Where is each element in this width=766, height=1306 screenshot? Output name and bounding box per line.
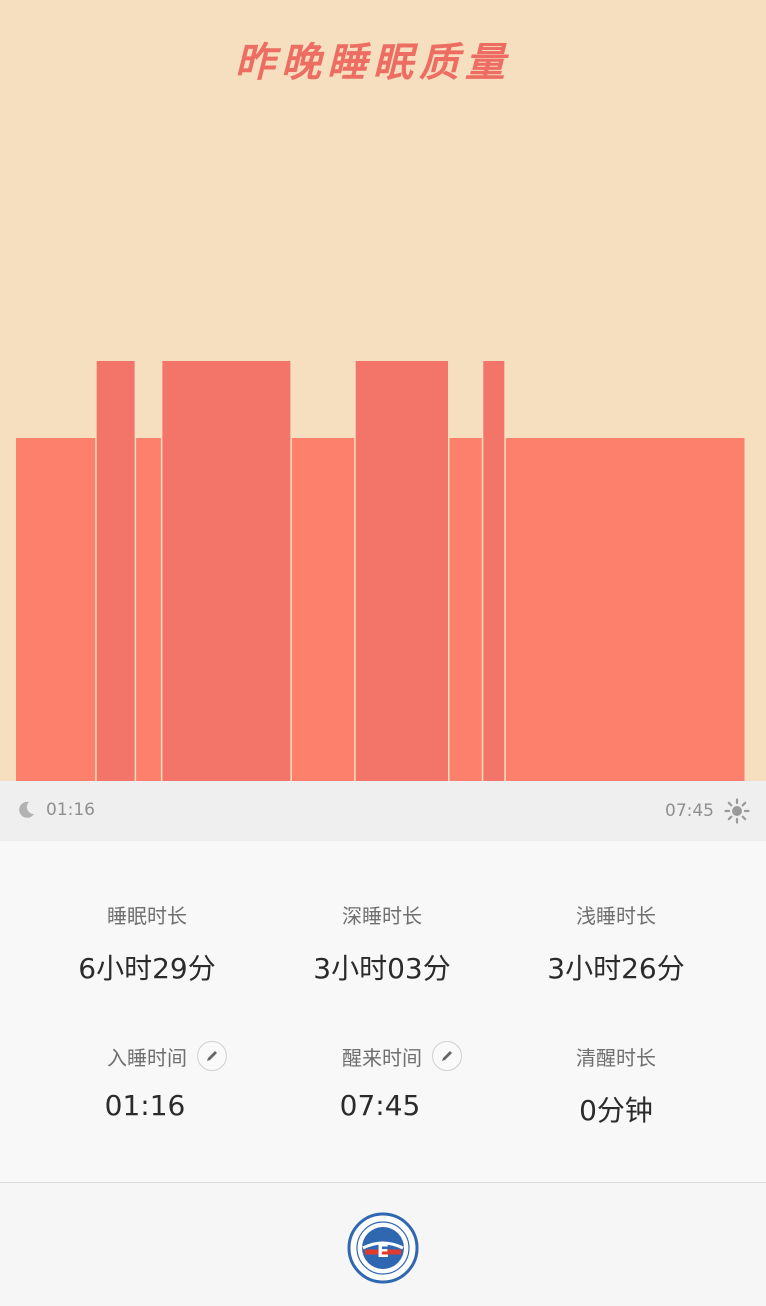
deep-sleep-bar bbox=[162, 361, 291, 781]
stat-deep-sleep: 深睡时长 3小时03分 bbox=[265, 899, 499, 987]
pencil-icon bbox=[207, 1051, 217, 1061]
chart-area: 昨晚睡眠质量 bbox=[0, 0, 766, 781]
stat-value: 07:45 bbox=[339, 1089, 421, 1122]
stat-label: 深睡时长 bbox=[342, 903, 422, 928]
light-sleep-bar bbox=[16, 438, 96, 781]
time-axis-bar: 01:16 07:45 bbox=[0, 781, 766, 841]
end-time-label: 07:45 bbox=[665, 801, 714, 821]
sun-icon bbox=[724, 798, 750, 824]
stat-label: 清醒时长 bbox=[576, 1045, 656, 1070]
stat-label: 醒来时间 bbox=[342, 1045, 422, 1070]
stat-value: 6小时29分 bbox=[78, 952, 216, 985]
sleep-stats-panel: 睡眠时长 6小时29分 深睡时长 3小时03分 浅睡时长 3小时26分 入睡时间… bbox=[0, 841, 766, 1182]
stat-value: 3小时26分 bbox=[547, 952, 685, 985]
moon-icon bbox=[19, 801, 34, 818]
stat-total-sleep: 睡眠时长 6小时29分 bbox=[30, 899, 264, 987]
stat-label: 入睡时间 bbox=[107, 1045, 187, 1070]
start-time-label: 01:16 bbox=[46, 800, 95, 820]
sleep-stage-chart bbox=[16, 361, 745, 781]
deep-sleep-bar bbox=[483, 361, 505, 781]
stat-sleep-time: 入睡时间 01:16 bbox=[50, 1041, 284, 1122]
light-sleep-bar bbox=[136, 438, 161, 781]
stat-value: 01:16 bbox=[104, 1089, 186, 1122]
university-logo: E bbox=[347, 1212, 419, 1284]
stat-value: 3小时03分 bbox=[313, 952, 451, 985]
stat-light-sleep: 浅睡时长 3小时26分 bbox=[499, 899, 733, 987]
stat-wake-time: 醒来时间 07:45 bbox=[285, 1041, 519, 1122]
deep-sleep-bar bbox=[355, 361, 448, 781]
light-sleep-bar bbox=[449, 438, 482, 781]
edit-sleep-time-button[interactable] bbox=[197, 1041, 227, 1071]
pencil-icon bbox=[442, 1051, 452, 1061]
light-sleep-bar bbox=[505, 438, 745, 781]
stat-value: 0分钟 bbox=[579, 1094, 653, 1127]
stat-label: 睡眠时长 bbox=[107, 903, 187, 928]
deep-sleep-bar bbox=[96, 361, 135, 781]
light-sleep-bar bbox=[291, 438, 355, 781]
svg-text:E: E bbox=[377, 1241, 389, 1262]
stat-awake-duration: 清醒时长 0分钟 bbox=[499, 1041, 733, 1129]
edit-wake-time-button[interactable] bbox=[432, 1041, 462, 1071]
stat-label: 浅睡时长 bbox=[576, 903, 656, 928]
footer-divider bbox=[0, 1182, 766, 1183]
page-title: 昨晚睡眠质量 bbox=[235, 39, 511, 86]
